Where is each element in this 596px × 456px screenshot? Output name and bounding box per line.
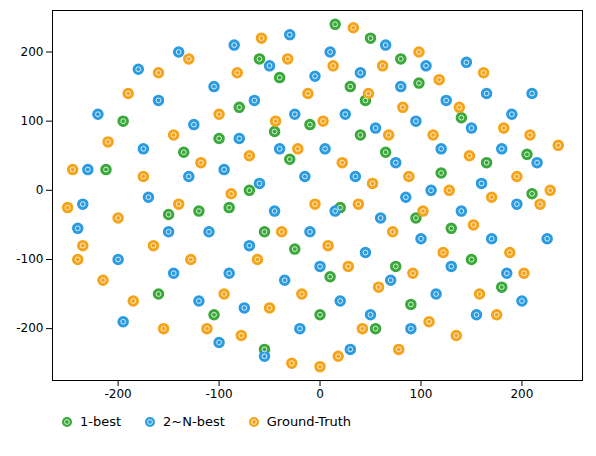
svg-text:200: 200 (21, 45, 44, 59)
svg-text:-100: -100 (16, 252, 43, 266)
html-text:1-best: 1-best (80, 414, 122, 429)
svg-text:200: 200 (510, 387, 533, 401)
html-text:2~N-best: 2~N-best (163, 414, 225, 429)
svg-text:-200: -200 (105, 387, 132, 401)
svg-text:-200: -200 (16, 321, 43, 335)
html-text:Ground-Truth: Ground-Truth (266, 414, 352, 429)
svg-text:100: 100 (410, 387, 433, 401)
svg-text:0: 0 (316, 387, 324, 401)
svg-text:100: 100 (21, 114, 44, 128)
svg-text:0: 0 (36, 183, 44, 197)
svg-text:-100: -100 (205, 387, 232, 401)
